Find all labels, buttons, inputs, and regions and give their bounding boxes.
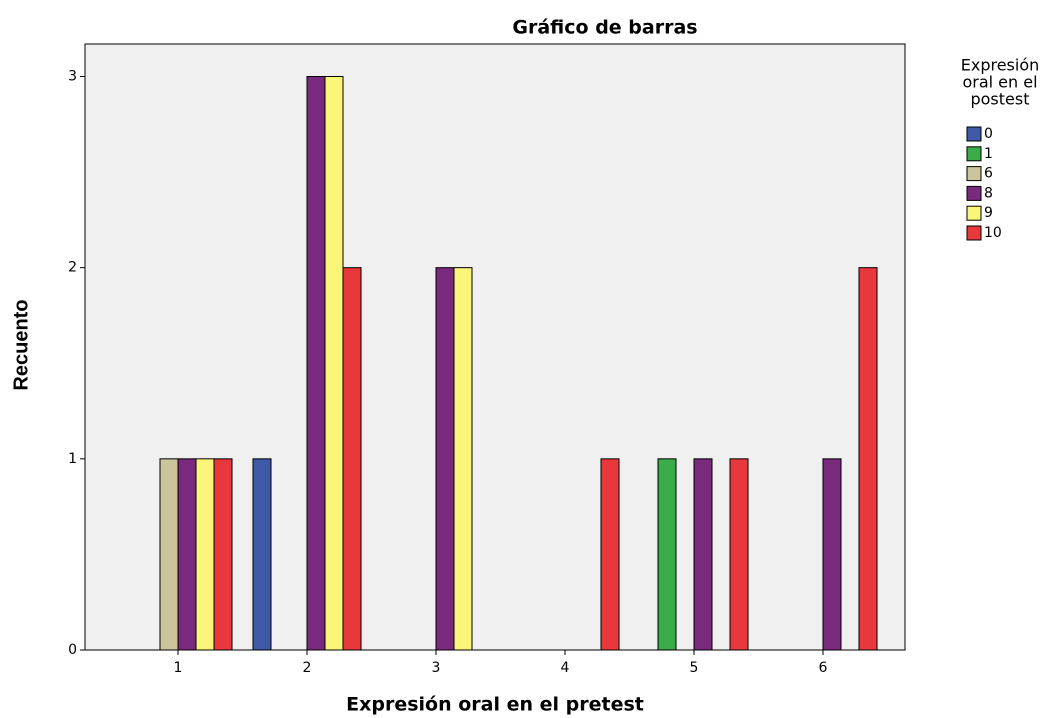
bar <box>195 458 215 651</box>
bar <box>213 458 233 651</box>
bar <box>252 458 272 651</box>
x-tick-label: 6 <box>819 660 828 676</box>
legend-title: oral en el <box>962 73 1037 92</box>
x-tick-label: 2 <box>303 660 312 676</box>
legend-swatch <box>966 146 982 162</box>
legend-label: 9 <box>984 205 993 221</box>
legend-label: 10 <box>984 225 1002 241</box>
bar <box>306 75 326 651</box>
bar <box>600 458 620 651</box>
x-tick-label: 3 <box>432 660 441 676</box>
y-tick-label: 0 <box>68 642 77 658</box>
y-tick-label: 3 <box>68 68 77 84</box>
bar <box>729 458 749 651</box>
legend-label: 6 <box>984 166 993 182</box>
y-tick-label: 1 <box>68 451 77 467</box>
legend-title: Expresión <box>961 56 1040 75</box>
x-tick-label: 5 <box>690 660 699 676</box>
y-axis-label: Recuento <box>10 299 32 390</box>
x-axis-label: Expresión oral en el pretest <box>346 694 644 716</box>
bar <box>657 458 677 651</box>
bar <box>435 267 455 651</box>
legend-label: 0 <box>984 126 993 142</box>
bar <box>453 267 473 651</box>
legend-swatch <box>966 185 982 201</box>
bar <box>177 458 197 651</box>
x-tick-label: 4 <box>561 660 570 676</box>
x-tick-label: 1 <box>174 660 183 676</box>
legend-label: 8 <box>984 185 993 201</box>
bar <box>858 267 878 651</box>
chart-title: Gráfico de barras <box>512 17 697 39</box>
bar <box>693 458 713 651</box>
legend-label: 1 <box>984 146 993 162</box>
legend-swatch <box>966 205 982 221</box>
y-tick-label: 2 <box>68 260 77 276</box>
bar <box>342 267 362 651</box>
legend-title: postest <box>970 90 1029 109</box>
legend-swatch <box>966 166 982 182</box>
bar <box>324 75 344 651</box>
legend-swatch <box>966 225 982 241</box>
legend-swatch <box>966 126 982 142</box>
bar <box>822 458 842 651</box>
bar <box>159 458 179 651</box>
